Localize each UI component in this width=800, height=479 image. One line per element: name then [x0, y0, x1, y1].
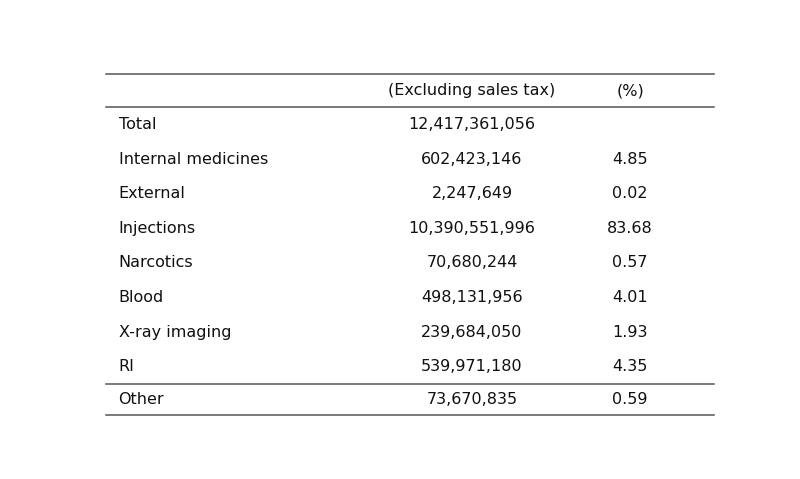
Text: External: External [118, 186, 186, 201]
Text: 83.68: 83.68 [607, 221, 653, 236]
Text: 539,971,180: 539,971,180 [421, 359, 523, 374]
Text: 4.85: 4.85 [612, 152, 648, 167]
Text: RI: RI [118, 359, 134, 374]
Text: X-ray imaging: X-ray imaging [118, 325, 231, 340]
Text: Injections: Injections [118, 221, 196, 236]
Text: 10,390,551,996: 10,390,551,996 [409, 221, 535, 236]
Text: Blood: Blood [118, 290, 164, 305]
Text: 12,417,361,056: 12,417,361,056 [409, 117, 535, 132]
Text: (Excluding sales tax): (Excluding sales tax) [388, 83, 556, 98]
Text: 4.35: 4.35 [613, 359, 648, 374]
Text: 498,131,956: 498,131,956 [421, 290, 523, 305]
Text: Other: Other [118, 392, 164, 407]
Text: 4.01: 4.01 [612, 290, 648, 305]
Text: 239,684,050: 239,684,050 [422, 325, 522, 340]
Text: 73,670,835: 73,670,835 [426, 392, 518, 407]
Text: 602,423,146: 602,423,146 [422, 152, 522, 167]
Text: 1.93: 1.93 [612, 325, 648, 340]
Text: (%): (%) [616, 83, 644, 98]
Text: 2,247,649: 2,247,649 [431, 186, 513, 201]
Text: 0.57: 0.57 [612, 255, 648, 270]
Text: Narcotics: Narcotics [118, 255, 194, 270]
Text: 70,680,244: 70,680,244 [426, 255, 518, 270]
Text: Internal medicines: Internal medicines [118, 152, 268, 167]
Text: 0.02: 0.02 [612, 186, 648, 201]
Text: Total: Total [118, 117, 156, 132]
Text: 0.59: 0.59 [612, 392, 648, 407]
